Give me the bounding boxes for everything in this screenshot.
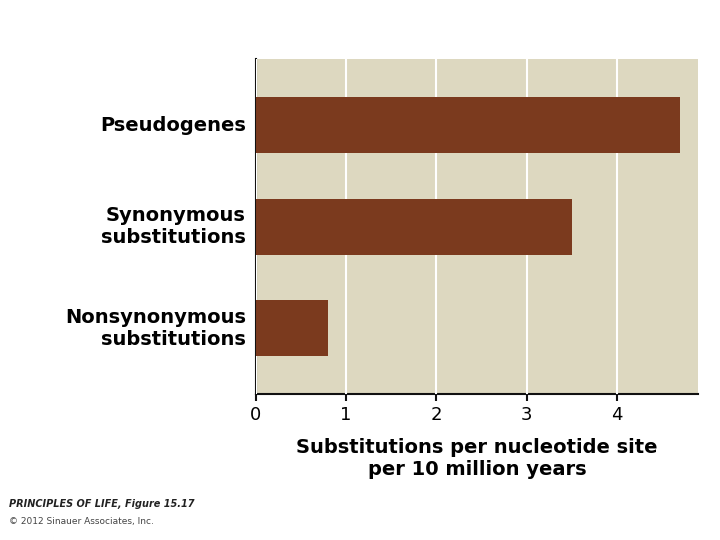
Bar: [256, 199, 572, 255]
Text: PRINCIPLES OF LIFE, Figure 15.17: PRINCIPLES OF LIFE, Figure 15.17: [9, 498, 194, 509]
X-axis label: Substitutions per nucleotide site
per 10 million years: Substitutions per nucleotide site per 10…: [296, 438, 658, 479]
Bar: [256, 97, 680, 153]
Text: © 2012 Sinauer Associates, Inc.: © 2012 Sinauer Associates, Inc.: [9, 517, 153, 526]
Text: Figure 15.17  Rates of Substitution Differ: Figure 15.17 Rates of Substitution Diffe…: [9, 12, 321, 28]
Bar: [256, 300, 328, 356]
